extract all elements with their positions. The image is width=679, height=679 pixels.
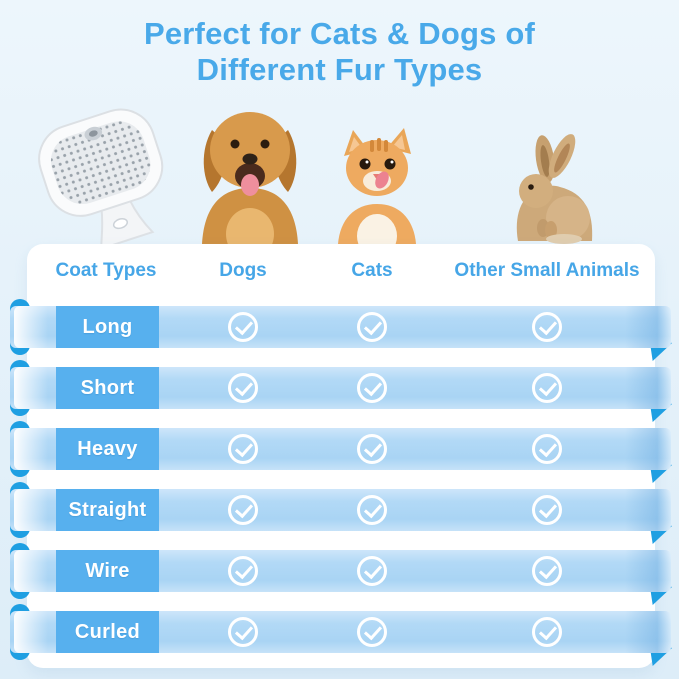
coat-type-label: Wire (56, 550, 159, 592)
coat-type-label: Curled (56, 611, 159, 653)
table-row-long: Long (10, 299, 672, 361)
check-icon (357, 556, 387, 586)
coat-type-label: Heavy (56, 428, 159, 470)
check-icon (532, 312, 562, 342)
table-row-straight: Straight (10, 482, 672, 544)
page-title: Perfect for Cats & Dogs of Different Fur… (0, 16, 679, 88)
check-icon (228, 495, 258, 525)
check-icon (357, 373, 387, 403)
check-icon (228, 556, 258, 586)
check-icon (532, 373, 562, 403)
table-row-wire: Wire (10, 543, 672, 605)
table-row-heavy: Heavy (10, 421, 672, 483)
rabbit-image (516, 134, 593, 244)
check-icon (532, 556, 562, 586)
column-header-other-small-animals: Other Small Animals (454, 260, 640, 281)
dog-image (202, 112, 298, 244)
title-line-2: Different Fur Types (196, 51, 483, 87)
check-icon (228, 373, 258, 403)
hero-images (0, 0, 679, 244)
column-header-dogs: Dogs (219, 260, 267, 281)
check-icon (357, 312, 387, 342)
coat-type-label: Straight (56, 489, 159, 531)
check-icon (357, 617, 387, 647)
grooming-brush-image (38, 108, 164, 244)
check-icon (228, 434, 258, 464)
cat-image (338, 128, 416, 244)
check-icon (532, 434, 562, 464)
table-row-short: Short (10, 360, 672, 422)
column-header-cats: Cats (351, 260, 393, 281)
coat-type-label: Long (56, 306, 159, 348)
check-icon (228, 617, 258, 647)
check-icon (532, 617, 562, 647)
table-row-curled: Curled (10, 604, 672, 666)
check-icon (357, 495, 387, 525)
coat-type-label: Short (56, 367, 159, 409)
check-icon (532, 495, 562, 525)
title-line-1: Perfect for Cats & Dogs of (143, 16, 536, 51)
column-header-coat-types: Coat Types (55, 260, 157, 281)
check-icon (357, 434, 387, 464)
check-icon (228, 312, 258, 342)
